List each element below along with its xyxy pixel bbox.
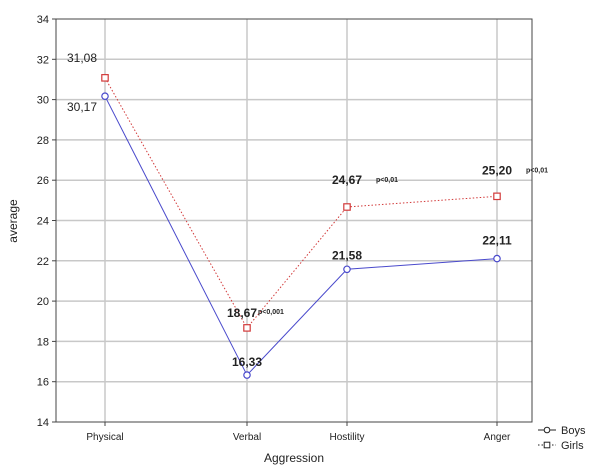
y-tick-label: 30 xyxy=(37,95,49,107)
y-tick-label: 26 xyxy=(37,175,49,187)
p-value-annotation: p<0,01 xyxy=(526,167,548,174)
p-value-annotation: p<0,001 xyxy=(258,309,284,316)
legend-label-boys: Boys xyxy=(561,425,586,437)
y-tick-label: 22 xyxy=(37,256,49,268)
value-label-girls: 31,08 xyxy=(67,51,97,65)
axes: 14 16 18 20 22 24 26 28 30 32 34 Physical Verbal Host… xyxy=(37,14,511,443)
x-tick-label: Hostility xyxy=(329,432,364,443)
data-point-boys xyxy=(343,265,351,274)
x-axis-title: Aggression xyxy=(264,451,324,465)
value-label-girls: 18,67 xyxy=(227,306,257,320)
series-line-boys xyxy=(104,95,498,376)
y-tick-label: 18 xyxy=(37,336,49,348)
data-point-girls xyxy=(101,74,109,82)
value-label-girls: 24,67 xyxy=(332,173,362,187)
value-label-girls: 25,20 xyxy=(482,163,512,177)
x-tick-label: Anger xyxy=(484,432,511,443)
legend-marker-girls xyxy=(543,441,551,449)
value-label-boys: 21,58 xyxy=(332,248,362,262)
x-tick-label: Verbal xyxy=(233,432,261,443)
data-point-girls xyxy=(243,324,251,332)
value-label-boys: 30,17 xyxy=(67,100,97,114)
series-line-girls xyxy=(104,77,498,329)
data-point-boys xyxy=(493,254,501,263)
p-value-annotation: p<0,01 xyxy=(376,177,398,184)
y-tick-label: 20 xyxy=(37,296,49,308)
data-point-girls xyxy=(343,203,351,211)
data-point-boys xyxy=(101,92,109,100)
y-tick-label: 14 xyxy=(37,417,49,429)
grid xyxy=(56,19,532,422)
y-axis-title: average xyxy=(6,199,20,243)
y-tick-label: 24 xyxy=(37,216,49,228)
legend-marker-boys xyxy=(543,426,551,434)
data-point-girls xyxy=(493,192,501,201)
x-tick-label: Physical xyxy=(86,432,123,443)
data-labels: 30,17 16,33 21,58 22,11 31,08 18,67 24,67 25,20… xyxy=(67,51,548,369)
value-label-boys: 16,33 xyxy=(232,355,262,369)
y-tick-label: 28 xyxy=(37,135,49,147)
y-tick-label: 16 xyxy=(37,377,49,389)
y-tick-label: 32 xyxy=(37,54,49,66)
value-label-boys: 22,11 xyxy=(482,234,512,248)
series xyxy=(101,74,501,379)
legend: Boys Girls xyxy=(538,425,586,452)
legend-label-girls: Girls xyxy=(561,440,584,452)
y-tick-label: 34 xyxy=(37,14,49,26)
data-point-boys xyxy=(243,371,251,379)
